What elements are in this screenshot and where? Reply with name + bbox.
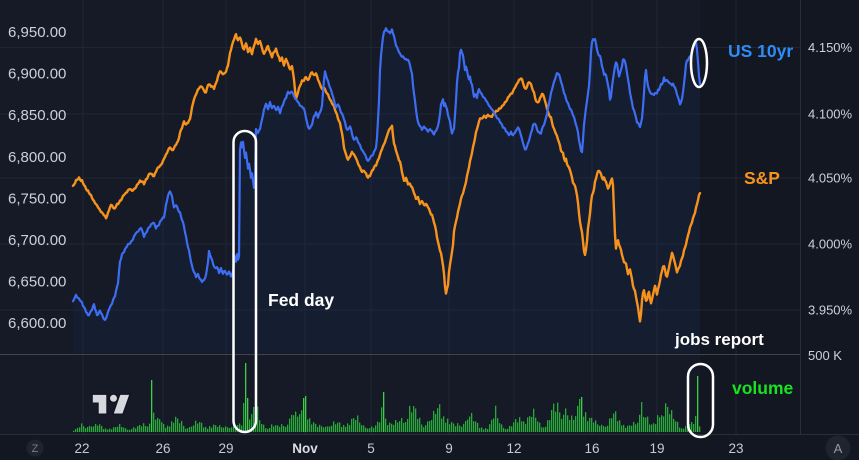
svg-text:29: 29 (218, 441, 233, 456)
svg-text:9: 9 (445, 441, 453, 456)
svg-text:23: 23 (728, 441, 743, 456)
svg-text:6,600.00: 6,600.00 (8, 315, 66, 332)
svg-text:12: 12 (506, 441, 521, 456)
svg-text:jobs report: jobs report (674, 330, 764, 349)
svg-text:US 10yr: US 10yr (728, 41, 793, 61)
svg-text:6,650.00: 6,650.00 (8, 274, 66, 291)
svg-text:Fed day: Fed day (268, 290, 334, 310)
svg-text:6,850.00: 6,850.00 (8, 107, 66, 124)
svg-text:6,750.00: 6,750.00 (8, 191, 66, 208)
svg-text:4.000%: 4.000% (808, 237, 853, 252)
svg-text:500 K: 500 K (808, 348, 842, 363)
svg-text:volume: volume (732, 378, 794, 398)
svg-text:S&P: S&P (744, 168, 780, 188)
svg-text:6,900.00: 6,900.00 (8, 66, 66, 83)
svg-text:16: 16 (584, 441, 599, 456)
svg-text:22: 22 (74, 441, 89, 456)
svg-text:26: 26 (155, 441, 170, 456)
svg-text:19: 19 (649, 441, 664, 456)
svg-text:4.150%: 4.150% (808, 40, 853, 55)
svg-text:Z: Z (32, 443, 39, 455)
svg-text:6,950.00: 6,950.00 (8, 24, 66, 41)
svg-text:4.100%: 4.100% (808, 107, 853, 122)
svg-text:A: A (834, 441, 843, 456)
svg-text:6,700.00: 6,700.00 (8, 232, 66, 249)
svg-text:6,800.00: 6,800.00 (8, 149, 66, 166)
svg-text:4.050%: 4.050% (808, 171, 853, 186)
svg-text:3.950%: 3.950% (808, 303, 853, 318)
svg-text:Nov: Nov (292, 441, 318, 456)
svg-text:5: 5 (367, 441, 375, 456)
